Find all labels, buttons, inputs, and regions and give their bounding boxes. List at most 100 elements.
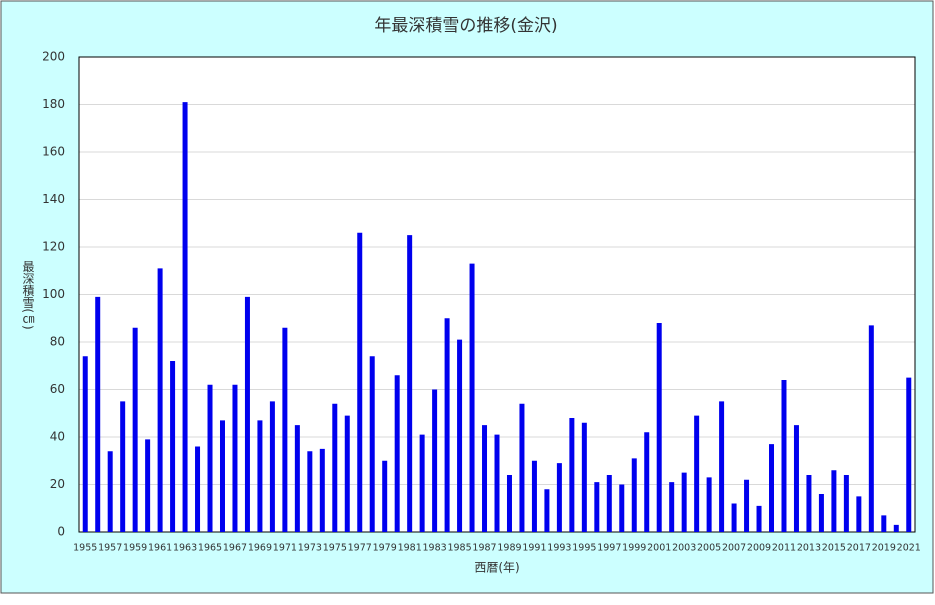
x-tick-label: 1975	[323, 543, 347, 554]
bar	[669, 482, 675, 532]
bar	[294, 425, 300, 532]
bar	[619, 484, 625, 532]
bar	[369, 356, 375, 532]
bar	[644, 432, 650, 532]
bar	[132, 327, 138, 532]
bar	[769, 444, 775, 532]
bar	[569, 418, 575, 532]
x-tick-label: 2021	[897, 543, 921, 554]
x-tick-label: 1957	[98, 543, 122, 554]
bar	[531, 460, 537, 532]
bar	[482, 425, 488, 532]
x-tick-label: 1999	[622, 543, 646, 554]
bar	[856, 496, 862, 532]
x-tick-label: 2001	[647, 543, 671, 554]
y-tick-label: 20	[50, 477, 65, 491]
x-tick-label: 2015	[822, 543, 846, 554]
bar	[444, 318, 450, 532]
y-axis-title: 最深積雪(㎝)	[21, 260, 35, 330]
bar	[407, 235, 413, 532]
x-tick-label: 1971	[273, 543, 297, 554]
x-tick-label: 1969	[248, 543, 272, 554]
x-tick-label: 1979	[373, 543, 397, 554]
x-tick-label: 1983	[423, 543, 447, 554]
bar	[219, 420, 225, 532]
x-tick-label: 1989	[497, 543, 521, 554]
y-tick-label: 0	[57, 525, 65, 539]
bar	[319, 448, 325, 532]
x-axis-title: 西暦(年)	[474, 561, 519, 575]
bar	[681, 472, 687, 532]
x-tick-label: 1967	[223, 543, 247, 554]
bar	[382, 460, 388, 532]
bar	[793, 425, 799, 532]
x-tick-label: 2011	[772, 543, 796, 554]
y-tick-label: 80	[50, 335, 65, 349]
x-tick-label: 1981	[398, 543, 422, 554]
bar	[756, 505, 762, 532]
bar	[244, 296, 250, 532]
x-tick-label: 1993	[547, 543, 571, 554]
x-tick-label: 1963	[173, 543, 197, 554]
x-tick-label: 1995	[572, 543, 596, 554]
bar	[182, 102, 188, 532]
x-tick-label: 1997	[597, 543, 621, 554]
bar	[332, 403, 338, 532]
x-tick-label: 2009	[747, 543, 771, 554]
bar	[893, 524, 899, 532]
bar	[506, 475, 512, 532]
bar	[195, 446, 201, 532]
x-tick-label: 2003	[672, 543, 696, 554]
bar	[706, 477, 712, 532]
bar	[432, 389, 438, 532]
bar	[868, 325, 874, 532]
bar	[831, 470, 837, 532]
x-tick-label: 1991	[522, 543, 546, 554]
bar	[544, 489, 550, 532]
bar	[457, 339, 463, 532]
bar	[656, 323, 662, 532]
bar	[95, 296, 101, 532]
bar	[344, 415, 350, 532]
bar	[694, 415, 700, 532]
bar	[82, 356, 88, 532]
bar	[157, 268, 163, 532]
y-tick-label: 40	[50, 430, 65, 444]
y-tick-label: 140	[42, 192, 65, 206]
x-tick-label: 1973	[298, 543, 322, 554]
x-tick-label: 2005	[697, 543, 721, 554]
x-tick-label: 1977	[348, 543, 372, 554]
bar	[519, 403, 525, 532]
bar	[818, 494, 824, 532]
bar	[207, 384, 213, 532]
bar	[494, 434, 500, 532]
y-tick-label: 60	[50, 382, 65, 396]
bar	[781, 380, 787, 532]
bar	[145, 439, 151, 532]
bar	[719, 401, 725, 532]
x-tick-label: 1961	[148, 543, 172, 554]
bar	[232, 384, 238, 532]
bar	[120, 401, 126, 532]
bar	[906, 377, 912, 532]
bar	[881, 515, 887, 532]
chart-title: 年最深積雪の推移(金沢)	[374, 16, 557, 36]
bar	[282, 327, 288, 532]
bar	[843, 475, 849, 532]
y-tick-label: 200	[42, 50, 65, 64]
x-tick-label: 1955	[73, 543, 97, 554]
bar	[394, 375, 400, 532]
x-tick-label: 1987	[472, 543, 496, 554]
x-tick-label: 2019	[872, 543, 896, 554]
x-tick-label: 2017	[847, 543, 871, 554]
bar	[257, 420, 263, 532]
x-tick-label: 2013	[797, 543, 821, 554]
bar	[631, 458, 637, 532]
bar	[556, 463, 562, 532]
x-tick-label: 1985	[447, 543, 471, 554]
x-tick-label: 2007	[722, 543, 746, 554]
bar	[606, 475, 612, 532]
y-tick-label: 180	[42, 97, 65, 111]
bar	[744, 479, 750, 532]
